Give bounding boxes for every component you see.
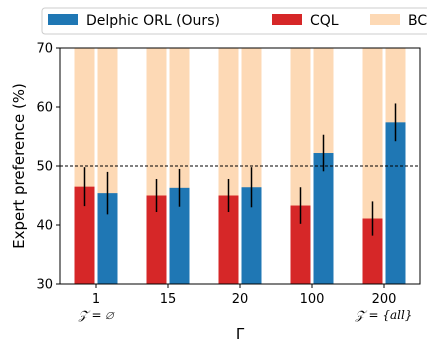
y-axis-ticks: 30 40 50 60 70: [36, 42, 60, 293]
bar-delphic-orl-15: [169, 187, 190, 284]
y-tick-label-60: 60: [36, 101, 53, 116]
legend-label-cql: CQL: [310, 13, 339, 29]
y-tick-label-50: 50: [36, 160, 53, 175]
bar-cql-1: [74, 186, 95, 284]
x-tick-label-1: 1: [92, 292, 100, 307]
x-tick-label-100: 100: [300, 292, 325, 307]
bar-delphic-orl-1: [97, 193, 118, 284]
legend-label-delphic-orl-ours: Delphic ORL (Ours): [86, 13, 220, 29]
bar-cql-200: [362, 218, 383, 284]
x-tick-label-200: 200: [372, 292, 397, 307]
bar-cql-100: [290, 205, 311, 284]
x-axis-label: Γ: [236, 325, 245, 341]
bar-cql-15: [146, 195, 167, 284]
error-bars: [83, 103, 397, 236]
main-bars: [74, 122, 406, 284]
legend: Delphic ORL (Ours) CQL BC: [41, 7, 427, 35]
bar-delphic-orl-100: [313, 153, 334, 284]
legend-swatch-delphic-orl-ours: [48, 14, 78, 25]
bar-delphic-orl-200: [385, 122, 406, 284]
y-tick-label-40: 40: [36, 219, 53, 234]
legend-label-bc: BC: [408, 13, 427, 29]
y-tick-label-30: 30: [36, 278, 53, 293]
x-tick-label-20: 20: [232, 292, 249, 307]
bar-cql-20: [218, 195, 239, 284]
y-axis-label: Expert preference (%): [10, 83, 28, 249]
x-tick-sublabel-200: 𝒵 = {all}: [355, 308, 413, 322]
legend-box: [41, 7, 427, 35]
y-tick-label-70: 70: [36, 42, 53, 57]
x-tick-sublabel-1: 𝒵 = ∅: [78, 308, 116, 322]
bar-delphic-orl-20: [241, 187, 262, 284]
legend-swatch-cql: [272, 14, 302, 25]
x-tick-label-15: 15: [160, 292, 177, 307]
legend-swatch-bc: [370, 14, 400, 25]
